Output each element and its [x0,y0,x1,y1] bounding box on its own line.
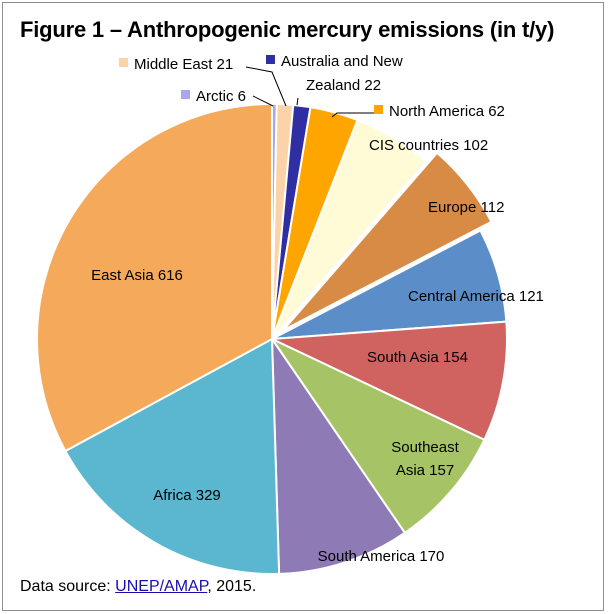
pie-slice-east-asia [36,103,273,452]
data-label-australia-and-new-zealand-line-1: Australia and New [281,53,403,70]
pie-slice-south-asia [271,320,508,441]
data-labels: Arctic 6 Middle East 21 Australia and New Z… [91,53,544,565]
leader-line-middle-east [245,66,287,107]
figure-title: Figure 1 – Anthropogenic mercury emissio… [20,17,555,42]
data-label-east-asia: East Asia 616 [91,267,183,284]
data-label-southeast-asia-line-2: Asia 157 [396,462,454,479]
pie-slice-south-america [271,338,406,575]
data-label-arctic: Arctic 6 [196,88,246,105]
leader-line-north-america [331,112,380,118]
label-swatch-north-america [374,105,383,114]
data-label-south-asia: South Asia 154 [367,349,468,366]
data-label-north-america: North America 62 [389,103,505,120]
pie-slice-europe [281,151,493,332]
data-source-suffix: , 2015. [207,578,257,595]
label-swatch-arctic [181,90,190,99]
data-label-europe: Europe 112 [428,199,504,216]
data-label-south-america: South America 170 [318,548,445,565]
pie-slice-cis-countries [271,119,428,340]
pie-slice-southeast-asia [271,338,486,534]
label-swatch-middle-east [119,58,128,67]
leader-line-arctic [252,95,274,107]
data-label-southeast-asia-line-1: Southeast [391,439,459,456]
leader-line-australia-and-new-zealand [296,97,299,106]
data-label-cis-countries: CIS countries 102 [369,137,488,154]
label-swatch-australia-and-new-zealand [266,55,275,64]
data-label-australia-and-new-zealand-line-2: Zealand 22 [306,77,381,94]
pie-slice-africa [64,338,281,575]
data-source-prefix: Data source: [20,578,116,595]
data-source-link[interactable]: UNEP/AMAP [115,578,208,595]
pie-slices [36,103,508,575]
data-label-middle-east: Middle East 21 [134,56,233,73]
data-label-central-america: Central America 121 [408,288,544,305]
data-source-note: Data source: UNEP/AMAP, 2015. [20,578,256,596]
data-label-africa: Africa 329 [153,487,221,504]
